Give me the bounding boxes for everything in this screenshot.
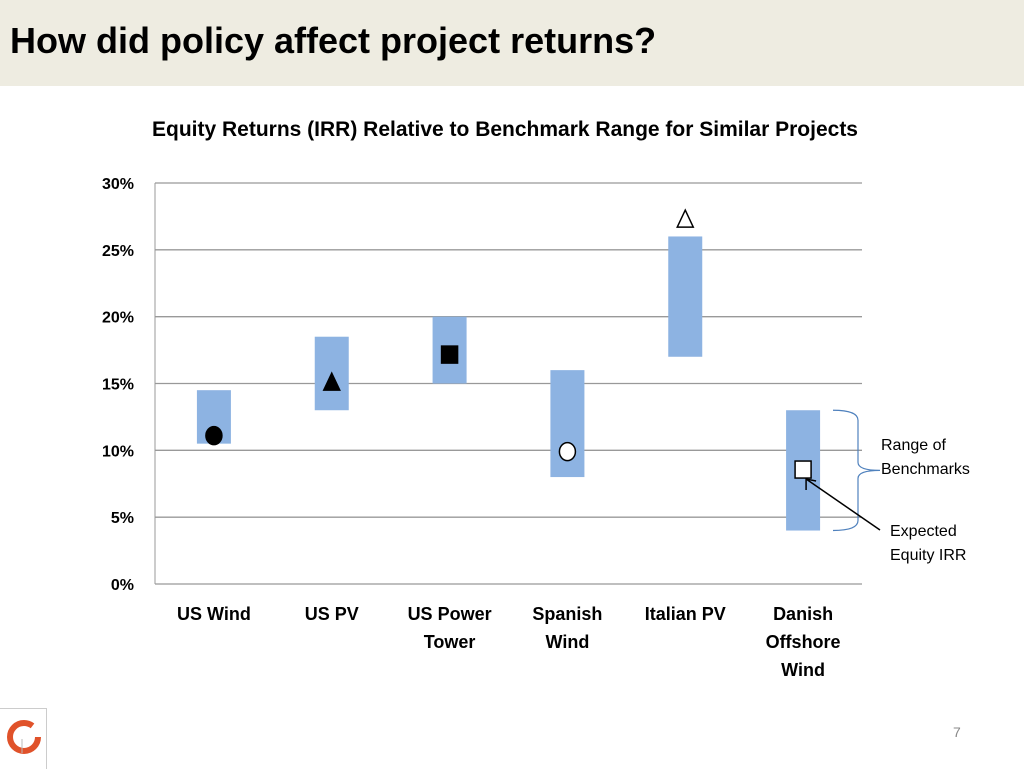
title-bar: How did policy affect project returns? (0, 0, 1024, 86)
y-tick-label: 20% (102, 310, 134, 327)
y-tick-label: 0% (111, 577, 134, 594)
expected-annotation: Expected (890, 523, 957, 540)
slide-title: How did policy affect project returns? (10, 20, 657, 61)
x-category-label: Spanish (532, 604, 602, 624)
irr-marker-square (440, 345, 459, 364)
benchmark-range-bar (668, 236, 703, 357)
irr-marker-circle (558, 441, 577, 462)
irr-marker-square (794, 460, 812, 479)
irr-marker-circle (205, 425, 223, 446)
x-category-label: Italian PV (645, 604, 726, 624)
irr-marker-triangle (322, 371, 341, 391)
y-tick-label: 5% (111, 510, 134, 527)
y-tick-label: 30% (102, 176, 134, 193)
chart-title: Equity Returns (IRR) Relative to Benchma… (151, 118, 858, 141)
x-category-label: Offshore (766, 632, 841, 652)
expected-annotation: Equity IRR (890, 547, 966, 564)
arrow-line (805, 478, 881, 531)
x-category-label: Wind (781, 660, 825, 680)
irr-marker-triangle (676, 208, 695, 228)
range-annotation: Benchmarks (881, 461, 970, 478)
x-category-label: US PV (305, 604, 359, 624)
y-tick-label: 25% (102, 243, 134, 260)
range-annotation: Range of (881, 437, 946, 454)
x-category-label: Danish (773, 604, 833, 624)
brace (832, 409, 881, 532)
y-tick-label: 10% (102, 443, 134, 460)
logo (0, 708, 47, 769)
x-category-label: US Wind (177, 604, 251, 624)
x-category-label: US Power (408, 604, 492, 624)
x-category-label: Tower (424, 632, 476, 652)
x-category-label: Wind (546, 632, 590, 652)
logo-icon (7, 720, 41, 754)
page-number: 7 (953, 724, 961, 740)
y-tick-label: 15% (102, 377, 134, 394)
arrow-head (805, 478, 817, 491)
